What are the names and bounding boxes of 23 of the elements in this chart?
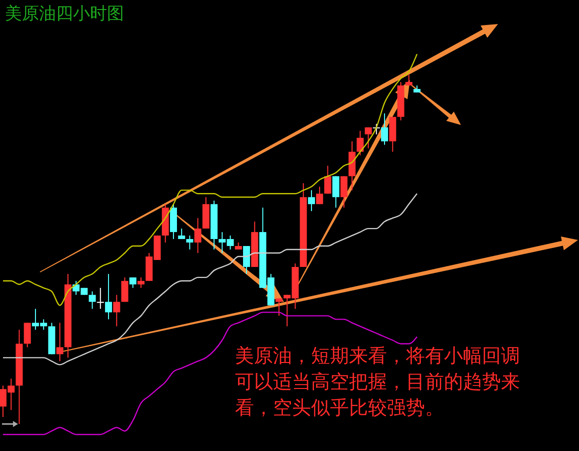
candlestick <box>113 294 120 327</box>
candlestick <box>340 176 348 208</box>
candlestick <box>405 74 412 86</box>
candlestick <box>356 130 364 156</box>
candlestick <box>381 112 388 146</box>
candlestick <box>276 298 282 316</box>
candlestick <box>105 273 112 320</box>
candlestick <box>308 190 315 212</box>
candlestick <box>243 246 250 274</box>
chart-title: 美原油四小时图 <box>5 4 124 24</box>
candlestick <box>121 276 128 302</box>
candlestick <box>56 322 64 362</box>
candlestick <box>324 165 332 194</box>
candlestick <box>96 287 104 310</box>
annotation: 美原油，短期来看，将有小幅回调可以适当高空把握，目前的趋势来看，空头似乎比较强势。 <box>235 345 520 419</box>
candlestick <box>364 126 372 149</box>
candlestick <box>186 235 194 250</box>
candlestick <box>138 276 144 288</box>
candlestick <box>88 290 96 310</box>
candlestick <box>194 218 202 254</box>
candlestick <box>332 176 340 208</box>
candlestick <box>24 322 31 348</box>
candlestick <box>316 186 324 205</box>
